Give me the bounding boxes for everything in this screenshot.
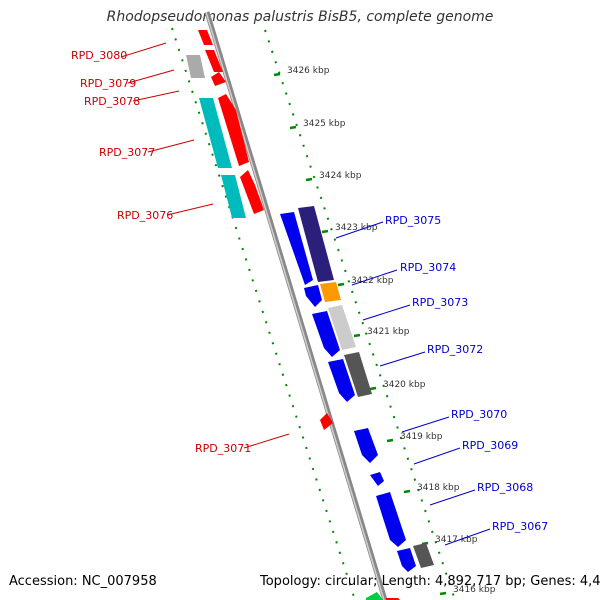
- kbp-label: 3424 kbp: [319, 171, 362, 181]
- gene-block[interactable]: [304, 285, 322, 307]
- label-leader-line: [429, 489, 476, 506]
- gene-label[interactable]: RPD_3067: [492, 520, 548, 533]
- gene-label[interactable]: RPD_3070: [451, 408, 507, 421]
- label-leader-line: [444, 528, 491, 546]
- label-leader-line: [127, 69, 175, 84]
- gene-label[interactable]: RPD_3077: [99, 146, 155, 159]
- kbp-label: 3425 kbp: [303, 119, 346, 129]
- gene-label[interactable]: RPD_3073: [412, 296, 468, 309]
- gene-block[interactable]: [240, 170, 264, 214]
- gene-block[interactable]: [221, 175, 246, 218]
- gene-block[interactable]: [199, 98, 232, 168]
- gene-block[interactable]: [354, 428, 378, 463]
- gene-label[interactable]: RPD_3072: [427, 343, 483, 356]
- gene-label[interactable]: RPD_3069: [462, 439, 518, 452]
- kbp-label: 3426 kbp: [287, 66, 330, 76]
- label-leader-line: [413, 447, 461, 465]
- gene-label[interactable]: RPD_3078: [84, 95, 140, 108]
- gene-block[interactable]: [198, 30, 213, 45]
- kbp-label: 3417 kbp: [435, 535, 478, 545]
- kbp-label: 3422 kbp: [351, 276, 394, 286]
- kbp-label: 3423 kbp: [335, 223, 378, 233]
- gene-label[interactable]: RPD_3075: [385, 214, 441, 227]
- kbp-label: 3421 kbp: [367, 327, 410, 337]
- gene-block[interactable]: [211, 72, 226, 86]
- accession-text: Accession: NC_007958: [9, 574, 157, 589]
- label-leader-line: [147, 139, 195, 153]
- gene-block[interactable]: [366, 592, 383, 600]
- tick-line-left: [171, 27, 356, 600]
- label-leader-line: [120, 42, 167, 58]
- tick-line-right: [264, 29, 456, 600]
- kbp-label: 3420 kbp: [383, 380, 426, 390]
- label-leader-line: [379, 351, 426, 367]
- label-leader-line: [132, 90, 180, 102]
- gene-block[interactable]: [328, 305, 356, 350]
- gene-label[interactable]: RPD_3068: [477, 481, 533, 494]
- gene-label[interactable]: RPD_3076: [117, 209, 173, 222]
- gene-block[interactable]: [397, 548, 416, 572]
- label-leader-line: [166, 203, 214, 216]
- gene-block[interactable]: [413, 543, 434, 568]
- gene-block[interactable]: [205, 50, 223, 72]
- gene-block[interactable]: [370, 472, 384, 486]
- gene-block[interactable]: [218, 94, 249, 166]
- kbp-label: 3418 kbp: [417, 483, 460, 493]
- gene-block[interactable]: [320, 282, 341, 302]
- genome-backbone: [204, 11, 388, 600]
- gene-block[interactable]: [376, 492, 406, 547]
- gene-label[interactable]: RPD_3079: [80, 77, 136, 90]
- kbp-label: 3419 kbp: [400, 432, 443, 442]
- label-leader-line: [362, 304, 411, 321]
- gene-label[interactable]: RPD_3080: [71, 49, 127, 62]
- gene-block[interactable]: [312, 311, 340, 357]
- label-leader-line: [243, 433, 290, 449]
- gene-label[interactable]: RPD_3071: [195, 442, 251, 455]
- gene-block[interactable]: [344, 352, 372, 397]
- gene-block[interactable]: [280, 212, 313, 285]
- kbp-label: 3416 kbp: [453, 585, 496, 595]
- label-leader-line: [401, 416, 450, 433]
- genome-summary-text: Topology: circular; Length: 4,892,717 bp…: [260, 574, 600, 589]
- gene-block[interactable]: [186, 55, 205, 78]
- label-leader-line: [351, 269, 398, 286]
- label-leader-line: [335, 221, 384, 239]
- gene-block[interactable]: [328, 359, 355, 402]
- map-title: Rhodopseudomonas palustris BisB5, comple…: [106, 9, 494, 25]
- gene-block[interactable]: [320, 413, 333, 430]
- gene-block[interactable]: [298, 206, 334, 282]
- gene-label[interactable]: RPD_3074: [400, 261, 456, 274]
